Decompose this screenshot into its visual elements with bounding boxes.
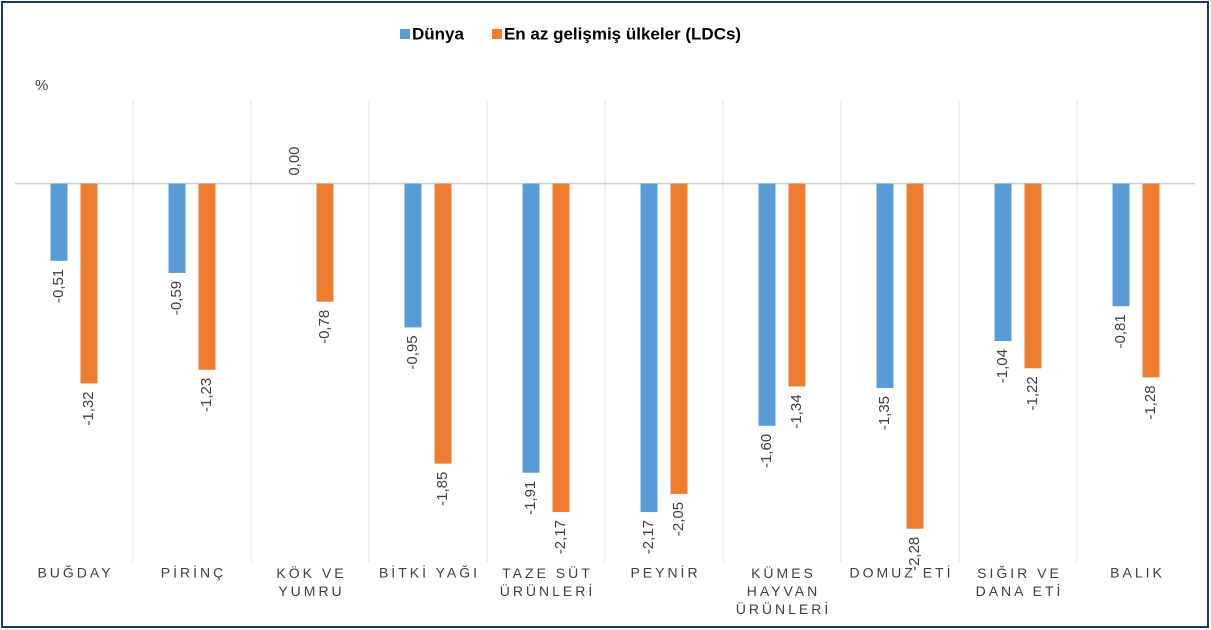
x-tick-label: BUĞDAY bbox=[37, 565, 113, 581]
data-label: -1,28 bbox=[1142, 385, 1159, 419]
bar bbox=[168, 183, 186, 273]
data-label: -0,51 bbox=[50, 269, 67, 303]
data-label: -0,59 bbox=[168, 281, 185, 315]
data-label: 0,00 bbox=[286, 146, 303, 175]
x-tick-label: KÜMES HAYVAN ÜRÜNLERİ bbox=[736, 564, 832, 617]
data-label: -2,28 bbox=[906, 537, 923, 571]
data-label: -2,17 bbox=[640, 520, 657, 554]
bar bbox=[758, 183, 776, 426]
bar bbox=[876, 183, 894, 388]
x-tick-label: PİRİNÇ bbox=[161, 564, 226, 581]
x-tick-label: BİTKİ YAĞI bbox=[379, 564, 480, 581]
legend-label: Dünya bbox=[412, 24, 465, 43]
legend-label: En az gelişmiş ülkeler (LDCs) bbox=[504, 24, 741, 43]
bar bbox=[640, 183, 658, 513]
data-label: -1,34 bbox=[788, 394, 805, 428]
data-label: -2,05 bbox=[670, 502, 687, 536]
data-label: -1,35 bbox=[876, 396, 893, 430]
bar bbox=[1142, 183, 1160, 378]
data-label: -1,32 bbox=[80, 391, 97, 425]
x-tick-label: KÖK VE YUMRU bbox=[276, 564, 346, 599]
x-tick-label: SIĞIR VE DANA ETİ bbox=[976, 565, 1064, 599]
bar bbox=[1112, 183, 1130, 307]
legend-swatch bbox=[491, 29, 502, 39]
bar bbox=[50, 183, 68, 261]
bar bbox=[198, 183, 216, 370]
bar bbox=[788, 183, 806, 387]
data-label: -1,91 bbox=[522, 481, 539, 515]
bar bbox=[316, 183, 334, 302]
bar bbox=[670, 183, 688, 494]
x-tick-label: DOMUZ ETİ bbox=[850, 564, 954, 581]
data-label: -1,23 bbox=[198, 378, 215, 412]
bar bbox=[994, 183, 1012, 342]
data-label: -1,60 bbox=[758, 434, 775, 468]
data-label: -1,85 bbox=[434, 472, 451, 506]
legend-swatch bbox=[400, 29, 410, 39]
bar bbox=[522, 183, 540, 473]
x-tick-label: TAZE SÜT ÜRÜNLERİ bbox=[500, 564, 596, 599]
bar bbox=[80, 183, 98, 384]
y-axis-label: % bbox=[35, 77, 48, 94]
bar bbox=[404, 183, 422, 328]
data-label: -1,04 bbox=[994, 349, 1011, 383]
bar bbox=[1024, 183, 1042, 369]
bar bbox=[434, 183, 452, 464]
data-label: -2,17 bbox=[552, 520, 569, 554]
data-label: -0,81 bbox=[1112, 314, 1129, 348]
bar bbox=[552, 183, 570, 513]
data-label: -1,22 bbox=[1024, 376, 1041, 410]
data-label: -0,78 bbox=[316, 310, 333, 344]
x-tick-label: PEYNİR bbox=[630, 564, 700, 581]
data-label: -0,95 bbox=[404, 335, 421, 369]
x-tick-label: BALIK bbox=[1110, 565, 1165, 581]
bar bbox=[906, 183, 924, 529]
